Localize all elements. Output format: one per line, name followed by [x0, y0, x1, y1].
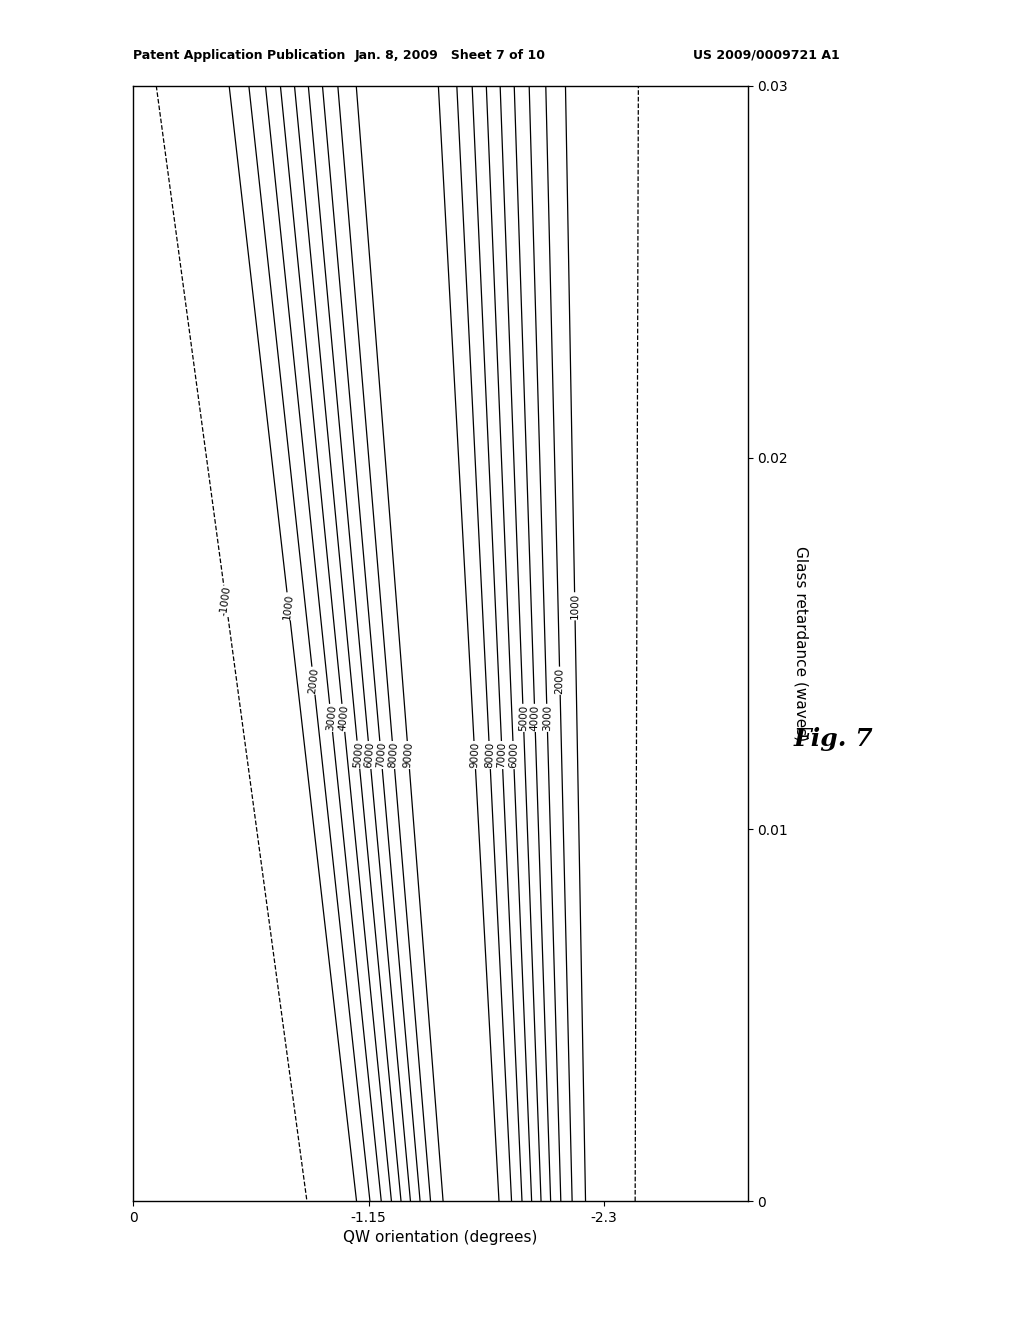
Text: 6000: 6000 — [364, 742, 376, 768]
Y-axis label: Glass retardance (waves): Glass retardance (waves) — [794, 546, 809, 741]
Text: 8000: 8000 — [387, 742, 399, 768]
Text: 1000: 1000 — [569, 593, 580, 619]
Text: 4000: 4000 — [529, 705, 541, 731]
Text: Jan. 8, 2009   Sheet 7 of 10: Jan. 8, 2009 Sheet 7 of 10 — [355, 49, 546, 62]
Text: 9000: 9000 — [469, 742, 480, 768]
Text: US 2009/0009721 A1: US 2009/0009721 A1 — [693, 49, 840, 62]
Text: 8000: 8000 — [484, 742, 496, 768]
Text: 9000: 9000 — [402, 742, 415, 768]
Text: 6000: 6000 — [508, 742, 519, 768]
Text: 5000: 5000 — [352, 742, 365, 768]
X-axis label: QW orientation (degrees): QW orientation (degrees) — [343, 1230, 538, 1246]
Text: 5000: 5000 — [518, 705, 528, 731]
Text: 1000: 1000 — [283, 593, 295, 620]
Text: 2000: 2000 — [555, 668, 565, 694]
Text: Patent Application Publication: Patent Application Publication — [133, 49, 345, 62]
Text: -1000: -1000 — [219, 586, 232, 616]
Text: 4000: 4000 — [337, 705, 349, 731]
Text: Fig. 7: Fig. 7 — [794, 727, 873, 751]
Text: 3000: 3000 — [542, 705, 553, 731]
Text: 7000: 7000 — [375, 742, 387, 768]
Text: 3000: 3000 — [325, 705, 337, 731]
Text: 7000: 7000 — [497, 742, 508, 768]
Text: 2000: 2000 — [307, 667, 319, 694]
